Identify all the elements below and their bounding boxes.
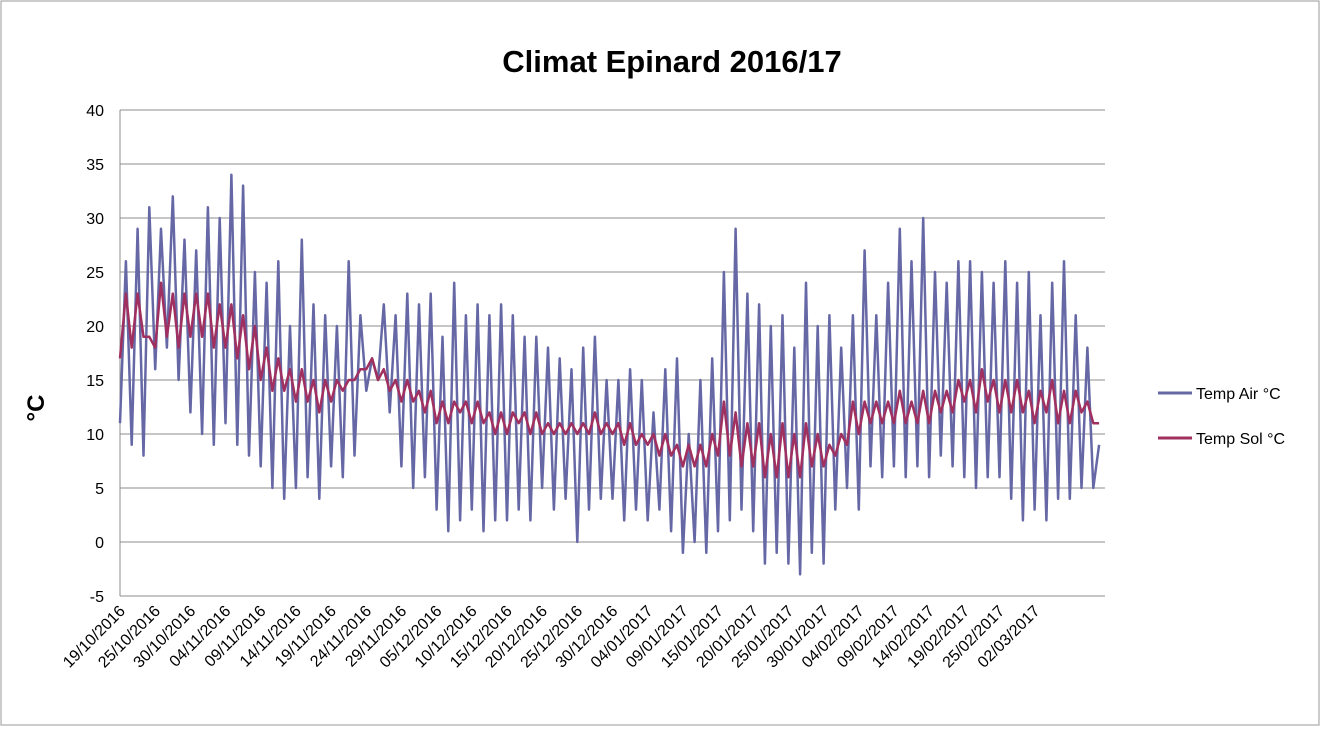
y-tick-label: 30 (86, 211, 104, 228)
y-tick-label: 35 (86, 157, 104, 174)
y-tick-label: 5 (95, 481, 104, 498)
y-tick-label: 10 (86, 427, 104, 444)
data-line (118, 173, 1101, 576)
y-tick-label: 15 (86, 373, 104, 390)
y-tick-label: -5 (90, 589, 104, 606)
y-tick-label: 0 (95, 535, 104, 552)
y-tick-label: 25 (86, 265, 104, 282)
chart-title: Climat Epinard 2016/17 (502, 44, 841, 79)
y-axis-label: °C (23, 395, 50, 422)
legend-label: Temp Air °C (1196, 386, 1281, 403)
y-tick-label: 20 (86, 319, 104, 336)
y-tick-label: 40 (86, 103, 104, 120)
legend-label: Temp Sol °C (1196, 431, 1285, 448)
data-line (118, 281, 1100, 479)
